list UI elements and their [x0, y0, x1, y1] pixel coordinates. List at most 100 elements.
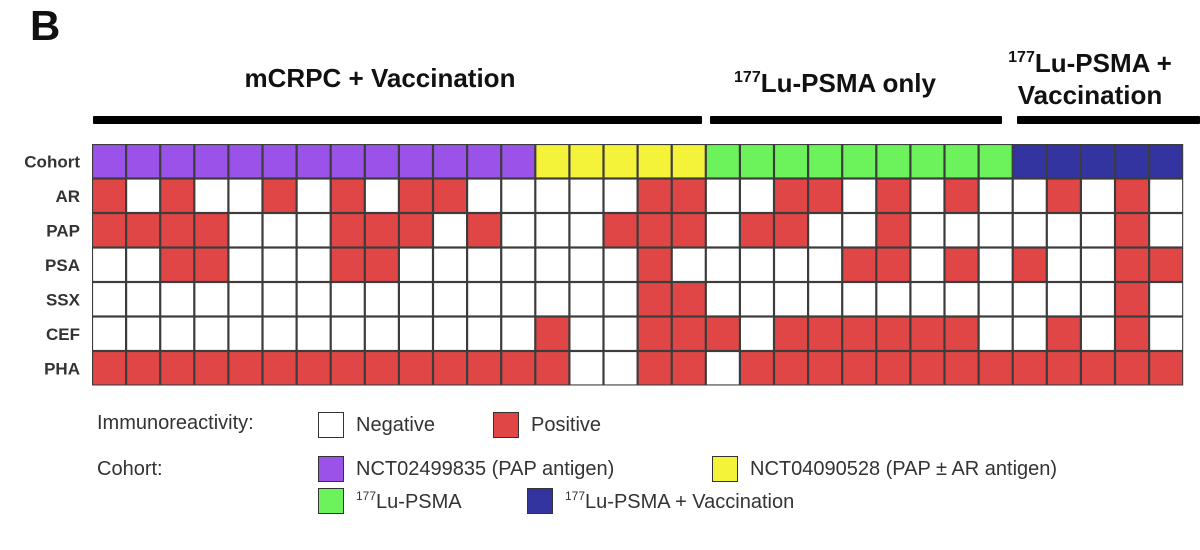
- heatmap-cell-cohort-25: [911, 145, 944, 178]
- heatmap-cell-cef-27: [979, 317, 1012, 350]
- heatmap-cell-cef-3: [161, 317, 194, 350]
- heatmap-cell-ssx-20: [741, 283, 773, 316]
- heatmap-cell-cef-10: [400, 317, 432, 350]
- row-label-pha: PHA: [44, 359, 80, 378]
- heatmap-cell-ar-11: [434, 179, 466, 212]
- heatmap-cell-ssx-6: [263, 283, 296, 316]
- heatmap-cell-ar-23: [843, 179, 876, 212]
- heatmap-cell-ssx-16: [604, 283, 637, 316]
- legend-item-negative: Negative: [318, 410, 435, 440]
- heatmap-cell-cef-7: [297, 317, 330, 350]
- heatmap-cell-cohort-29: [1047, 145, 1080, 178]
- legend-label-text: Lu-PSMA: [376, 490, 462, 513]
- heatmap-cell-ar-20: [741, 179, 773, 212]
- heatmap-cell-pha-29: [1047, 352, 1080, 385]
- heatmap-cell-psa-18: [672, 248, 705, 281]
- heatmap-cell-ar-31: [1116, 179, 1148, 212]
- heatmap-cell-cef-19: [706, 317, 739, 350]
- heatmap-cell-pap-24: [877, 214, 910, 247]
- heatmap-cell-psa-13: [502, 248, 535, 281]
- heatmap-cell-pha-20: [741, 352, 773, 385]
- legend-swatch-positive: [493, 412, 519, 438]
- legend-item-positive: Positive: [493, 410, 601, 440]
- heatmap-cell-cohort-20: [741, 145, 773, 178]
- heatmap-cell-cohort-4: [195, 145, 228, 178]
- heatmap-cell-cohort-19: [706, 145, 739, 178]
- group-label-text: Lu-PSMA +: [1034, 48, 1172, 78]
- heatmap-cell-pha-18: [672, 352, 705, 385]
- heatmap-cell-pap-32: [1150, 214, 1183, 247]
- legend-item-cohort-nct02499835: NCT02499835 (PAP antigen): [318, 454, 614, 484]
- legend-item-cohort-nct04090528: NCT04090528 (PAP ± AR antigen): [712, 454, 1057, 484]
- heatmap-cell-cef-22: [809, 317, 842, 350]
- heatmap-cell-pha-6: [263, 352, 296, 385]
- heatmap-cell-cohort-5: [229, 145, 262, 178]
- heatmap-cell-pha-23: [843, 352, 876, 385]
- heatmap-cell-ar-28: [1013, 179, 1046, 212]
- heatmap-cell-ssx-25: [911, 283, 944, 316]
- heatmap-cell-ar-12: [468, 179, 501, 212]
- heatmap-cell-pap-18: [672, 214, 705, 247]
- heatmap-cell-cohort-30: [1082, 145, 1114, 178]
- heatmap-cell-psa-22: [809, 248, 842, 281]
- heatmap-cell-psa-17: [638, 248, 671, 281]
- heatmap-cell-cohort-28: [1013, 145, 1046, 178]
- heatmap-cell-pap-26: [945, 214, 978, 247]
- heatmap-cell-ar-27: [979, 179, 1012, 212]
- heatmap-cell-psa-31: [1116, 248, 1148, 281]
- heatmap-cell-cef-24: [877, 317, 910, 350]
- heatmap-cell-pha-28: [1013, 352, 1046, 385]
- heatmap-cell-cef-31: [1116, 317, 1148, 350]
- legend-label-superscript: 177: [565, 488, 586, 503]
- group-bar-mcrpc-vaccination: [93, 116, 702, 124]
- heatmap-cell-psa-4: [195, 248, 228, 281]
- heatmap-cell-pha-26: [945, 352, 978, 385]
- heatmap-cell-pap-11: [434, 214, 466, 247]
- heatmap-cell-ssx-3: [161, 283, 194, 316]
- heatmap-cell-pap-29: [1047, 214, 1080, 247]
- heatmap-cell-psa-25: [911, 248, 944, 281]
- heatmap-cell-cohort-23: [843, 145, 876, 178]
- group-bar-lu-psma-only: [710, 116, 1002, 124]
- legend-swatch-cohort-nct04090528: [712, 456, 738, 482]
- heatmap: Cohort AR PAP PSA SSX CEF PHA: [24, 144, 1184, 386]
- heatmap-cell-psa-8: [331, 248, 364, 281]
- heatmap-cell-pha-8: [331, 352, 364, 385]
- heatmap-cell-pap-17: [638, 214, 671, 247]
- heatmap-cell-pha-30: [1082, 352, 1114, 385]
- heatmap-cell-ar-15: [570, 179, 603, 212]
- legend-cohort-title: Cohort:: [97, 458, 163, 480]
- heatmap-cell-pap-21: [775, 214, 807, 247]
- heatmap-cell-ar-5: [229, 179, 262, 212]
- heatmap-cell-cef-16: [604, 317, 637, 350]
- heatmap-cell-cef-4: [195, 317, 228, 350]
- heatmap-cell-pha-22: [809, 352, 842, 385]
- heatmap-cell-ar-24: [877, 179, 910, 212]
- heatmap-cell-pap-7: [297, 214, 330, 247]
- heatmap-cell-pha-27: [979, 352, 1012, 385]
- heatmap-cell-psa-12: [468, 248, 501, 281]
- heatmap-cell-ssx-24: [877, 283, 910, 316]
- heatmap-cell-cohort-13: [502, 145, 535, 178]
- heatmap-cell-psa-10: [400, 248, 432, 281]
- heatmap-cell-pap-5: [229, 214, 262, 247]
- heatmap-cell-pha-7: [297, 352, 330, 385]
- heatmap-cell-ssx-8: [331, 283, 364, 316]
- heatmap-cell-pap-16: [604, 214, 637, 247]
- heatmap-cell-cef-32: [1150, 317, 1183, 350]
- heatmap-cell-ssx-21: [775, 283, 807, 316]
- heatmap-cell-cef-5: [229, 317, 262, 350]
- heatmap-cell-pap-3: [161, 214, 194, 247]
- heatmap-cell-ar-3: [161, 179, 194, 212]
- heatmap-cell-ssx-28: [1013, 283, 1046, 316]
- heatmap-cell-psa-14: [536, 248, 569, 281]
- heatmap-cell-cef-20: [741, 317, 773, 350]
- heatmap-cell-pap-6: [263, 214, 296, 247]
- row-label-ssx: SSX: [46, 290, 81, 309]
- heatmap-cell-cohort-1: [93, 145, 125, 178]
- heatmap-cell-cohort-24: [877, 145, 910, 178]
- heatmap-cell-psa-5: [229, 248, 262, 281]
- heatmap-cell-pap-25: [911, 214, 944, 247]
- heatmap-cell-cohort-3: [161, 145, 194, 178]
- heatmap-cell-pap-13: [502, 214, 535, 247]
